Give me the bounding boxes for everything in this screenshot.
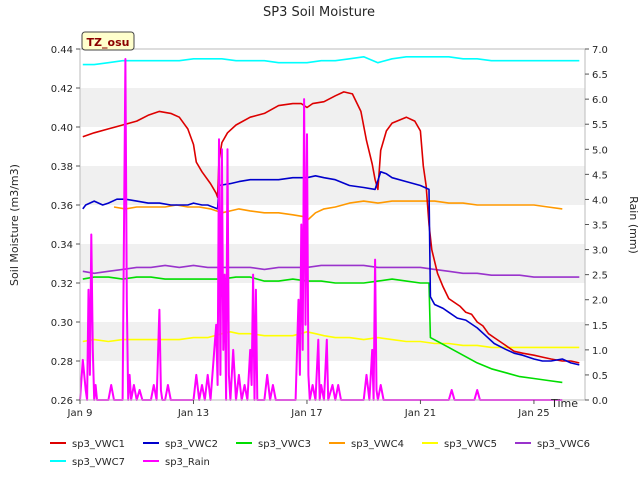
- grid-band: [80, 244, 585, 283]
- chart-title: SP3 Soil Moisture: [263, 5, 375, 20]
- y-tick-label: 0.32: [51, 279, 73, 290]
- legend-label: sp3_Rain: [165, 457, 210, 468]
- y2-tick-label: 4.5: [592, 170, 608, 181]
- y-axis-label: Soil Moisture (m3/m3): [8, 164, 21, 286]
- x-tick-label: Jan 21: [404, 408, 436, 419]
- legend-label: sp3_VWC4: [351, 439, 404, 450]
- y2-tick-label: 3.5: [592, 221, 608, 232]
- y-tick-label: 0.30: [51, 318, 73, 329]
- series-layer: [79, 55, 580, 401]
- legend: sp3_VWC1 sp3_VWC2 sp3_VWC3 sp3_VWC4 sp3_VWC5…: [50, 439, 590, 468]
- site-badge-label: TZ_osu: [87, 36, 130, 49]
- x-axis-label: Time: [550, 397, 578, 410]
- x-tick-label: Jan 25: [517, 408, 549, 419]
- y-tick-label: 0.34: [51, 240, 73, 251]
- legend-item: sp3_Rain: [143, 457, 210, 468]
- series-line-sp3_Rain: [79, 58, 563, 401]
- legend-item: sp3_VWC6: [515, 439, 590, 450]
- legend-item: sp3_VWC5: [422, 439, 497, 450]
- y2-tick-label: 6.5: [592, 70, 608, 81]
- y-tick-label: 0.44: [51, 45, 73, 56]
- y2-tick-label: 7.0: [592, 45, 608, 56]
- series-line-sp3_VWC5: [82, 330, 580, 349]
- series-line-sp3_VWC7: [82, 55, 580, 66]
- legend-item: sp3_VWC4: [329, 439, 404, 450]
- y2-tick-label: 5.0: [592, 145, 608, 156]
- legend-label: sp3_VWC1: [72, 439, 125, 450]
- y-tick-label: 0.38: [51, 162, 73, 173]
- grid-band: [80, 322, 585, 361]
- legend-label: sp3_VWC5: [444, 439, 497, 450]
- y2-axis-label: Rain (mm): [627, 196, 640, 254]
- legend-label: sp3_VWC3: [258, 439, 311, 450]
- grid-band: [80, 166, 585, 205]
- y-tick-label: 0.26: [51, 396, 73, 407]
- series-line-sp3_VWC1: [82, 91, 580, 364]
- y-tick-label: 0.42: [51, 84, 73, 95]
- y2-tick-label: 5.5: [592, 120, 608, 131]
- site-badge: TZ_osu: [81, 31, 135, 51]
- y2-tick-label: 4.0: [592, 195, 608, 206]
- series-line-sp3_VWC4: [113, 200, 563, 222]
- site-badge-box: [81, 31, 135, 51]
- series-line-sp3_VWC6: [82, 264, 580, 278]
- y2-tick-label: 6.0: [592, 95, 608, 106]
- legend-item: sp3_VWC3: [236, 439, 311, 450]
- legend-item: sp3_VWC1: [50, 439, 125, 450]
- y2-tick-label: 1.0: [592, 346, 608, 357]
- y2-axis: 0.0 0.5 1.0 1.5 2.0 2.5 3.0 3.5 4.0 4.5 5.0 5.5 6.0 6…: [585, 45, 608, 407]
- legend-label: sp3_VWC6: [537, 439, 590, 450]
- legend-label: sp3_VWC7: [72, 457, 125, 468]
- series-line-sp3_VWC3: [82, 276, 563, 384]
- grid-band: [80, 88, 585, 127]
- series-line-sp3_VWC2: [82, 171, 580, 366]
- x-tick-label: Jan 13: [177, 408, 209, 419]
- y2-tick-label: 0.0: [592, 396, 608, 407]
- x-tick-label: Jan 17: [290, 408, 322, 419]
- y2-tick-label: 1.5: [592, 321, 608, 332]
- y2-tick-label: 3.0: [592, 246, 608, 257]
- x-tick-label: Jan 9: [67, 408, 93, 419]
- y-axis: 0.26 0.28 0.30 0.32 0.34 0.36 0.38 0.40 0.42 0.44: [51, 45, 80, 407]
- legend-label: sp3_VWC2: [165, 439, 218, 450]
- y-tick-label: 0.28: [51, 357, 73, 368]
- y-tick-label: 0.40: [51, 123, 73, 134]
- x-axis: Jan 9 Jan 13 Jan 17 Jan 21 Jan 25: [67, 400, 550, 419]
- legend-item: sp3_VWC7: [50, 457, 125, 468]
- y2-tick-label: 2.5: [592, 271, 608, 282]
- y-tick-label: 0.36: [51, 201, 73, 212]
- y2-tick-label: 2.0: [592, 296, 608, 307]
- legend-item: sp3_VWC2: [143, 439, 218, 450]
- y2-tick-label: 0.5: [592, 371, 608, 382]
